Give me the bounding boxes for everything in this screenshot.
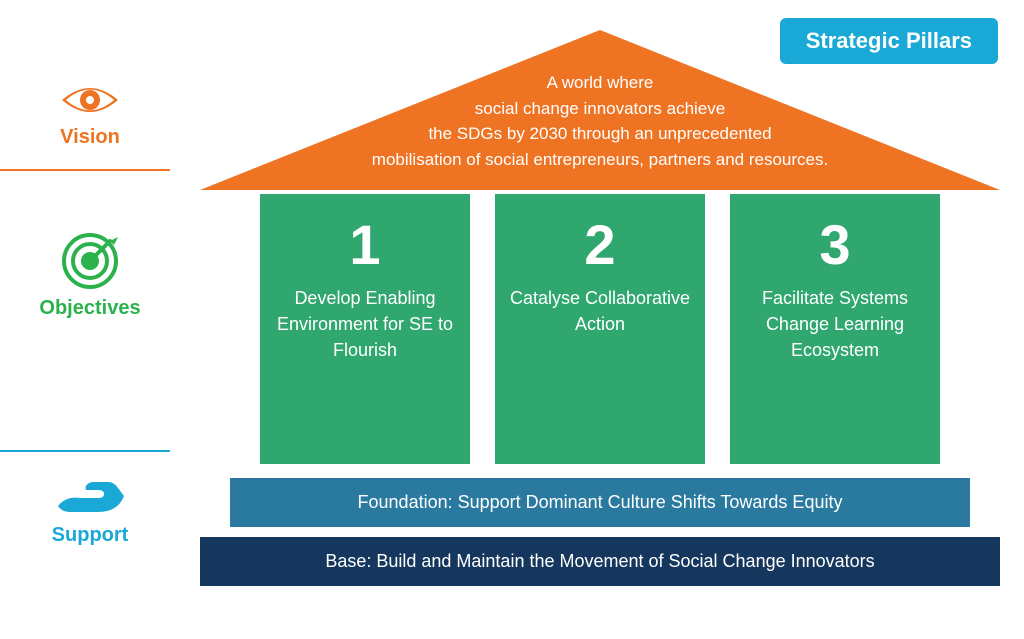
pillar-3-text: Facilitate Systems Change Learning Ecosy… [744, 285, 926, 363]
objectives-label: Objectives [0, 297, 180, 320]
support-label: Support [0, 524, 180, 547]
support-divider [0, 450, 170, 452]
pillar-1: 1 Develop Enabling Environment for SE to… [260, 194, 470, 464]
vision-line4: mobilisation of social entrepreneurs, pa… [372, 150, 828, 169]
hand-icon [54, 472, 126, 518]
pillar-2-text: Catalyse Collaborative Action [509, 285, 691, 337]
base-bar: Base: Build and Maintain the Movement of… [200, 537, 1000, 586]
vision-line3: the SDGs by 2030 through an unprecedente… [428, 124, 771, 143]
pillar-3-num: 3 [819, 212, 850, 277]
support-block: Support [0, 462, 180, 557]
pillar-3: 3 Facilitate Systems Change Learning Eco… [730, 194, 940, 464]
foundation-bar: Foundation: Support Dominant Culture Shi… [230, 478, 970, 527]
temple-diagram: A world where social change innovators a… [200, 30, 1000, 586]
target-icon [60, 231, 120, 291]
vision-divider [0, 169, 170, 171]
pillar-2-num: 2 [584, 212, 615, 277]
pillar-1-text: Develop Enabling Environment for SE to F… [274, 285, 456, 363]
eye-icon [59, 80, 121, 120]
vision-block: Vision [0, 70, 180, 159]
vision-line2: social change innovators achieve [475, 99, 725, 118]
pillar-2: 2 Catalyse Collaborative Action [495, 194, 705, 464]
vision-label: Vision [0, 126, 180, 149]
pillars-row: 1 Develop Enabling Environment for SE to… [200, 194, 1000, 464]
pillar-1-num: 1 [349, 212, 380, 277]
vision-text: A world where social change innovators a… [200, 70, 1000, 172]
objectives-block: Objectives [0, 221, 180, 330]
roof: A world where social change innovators a… [200, 30, 1000, 190]
vision-line1: A world where [547, 73, 654, 92]
sidebar: Vision Objectives Support [0, 70, 180, 557]
